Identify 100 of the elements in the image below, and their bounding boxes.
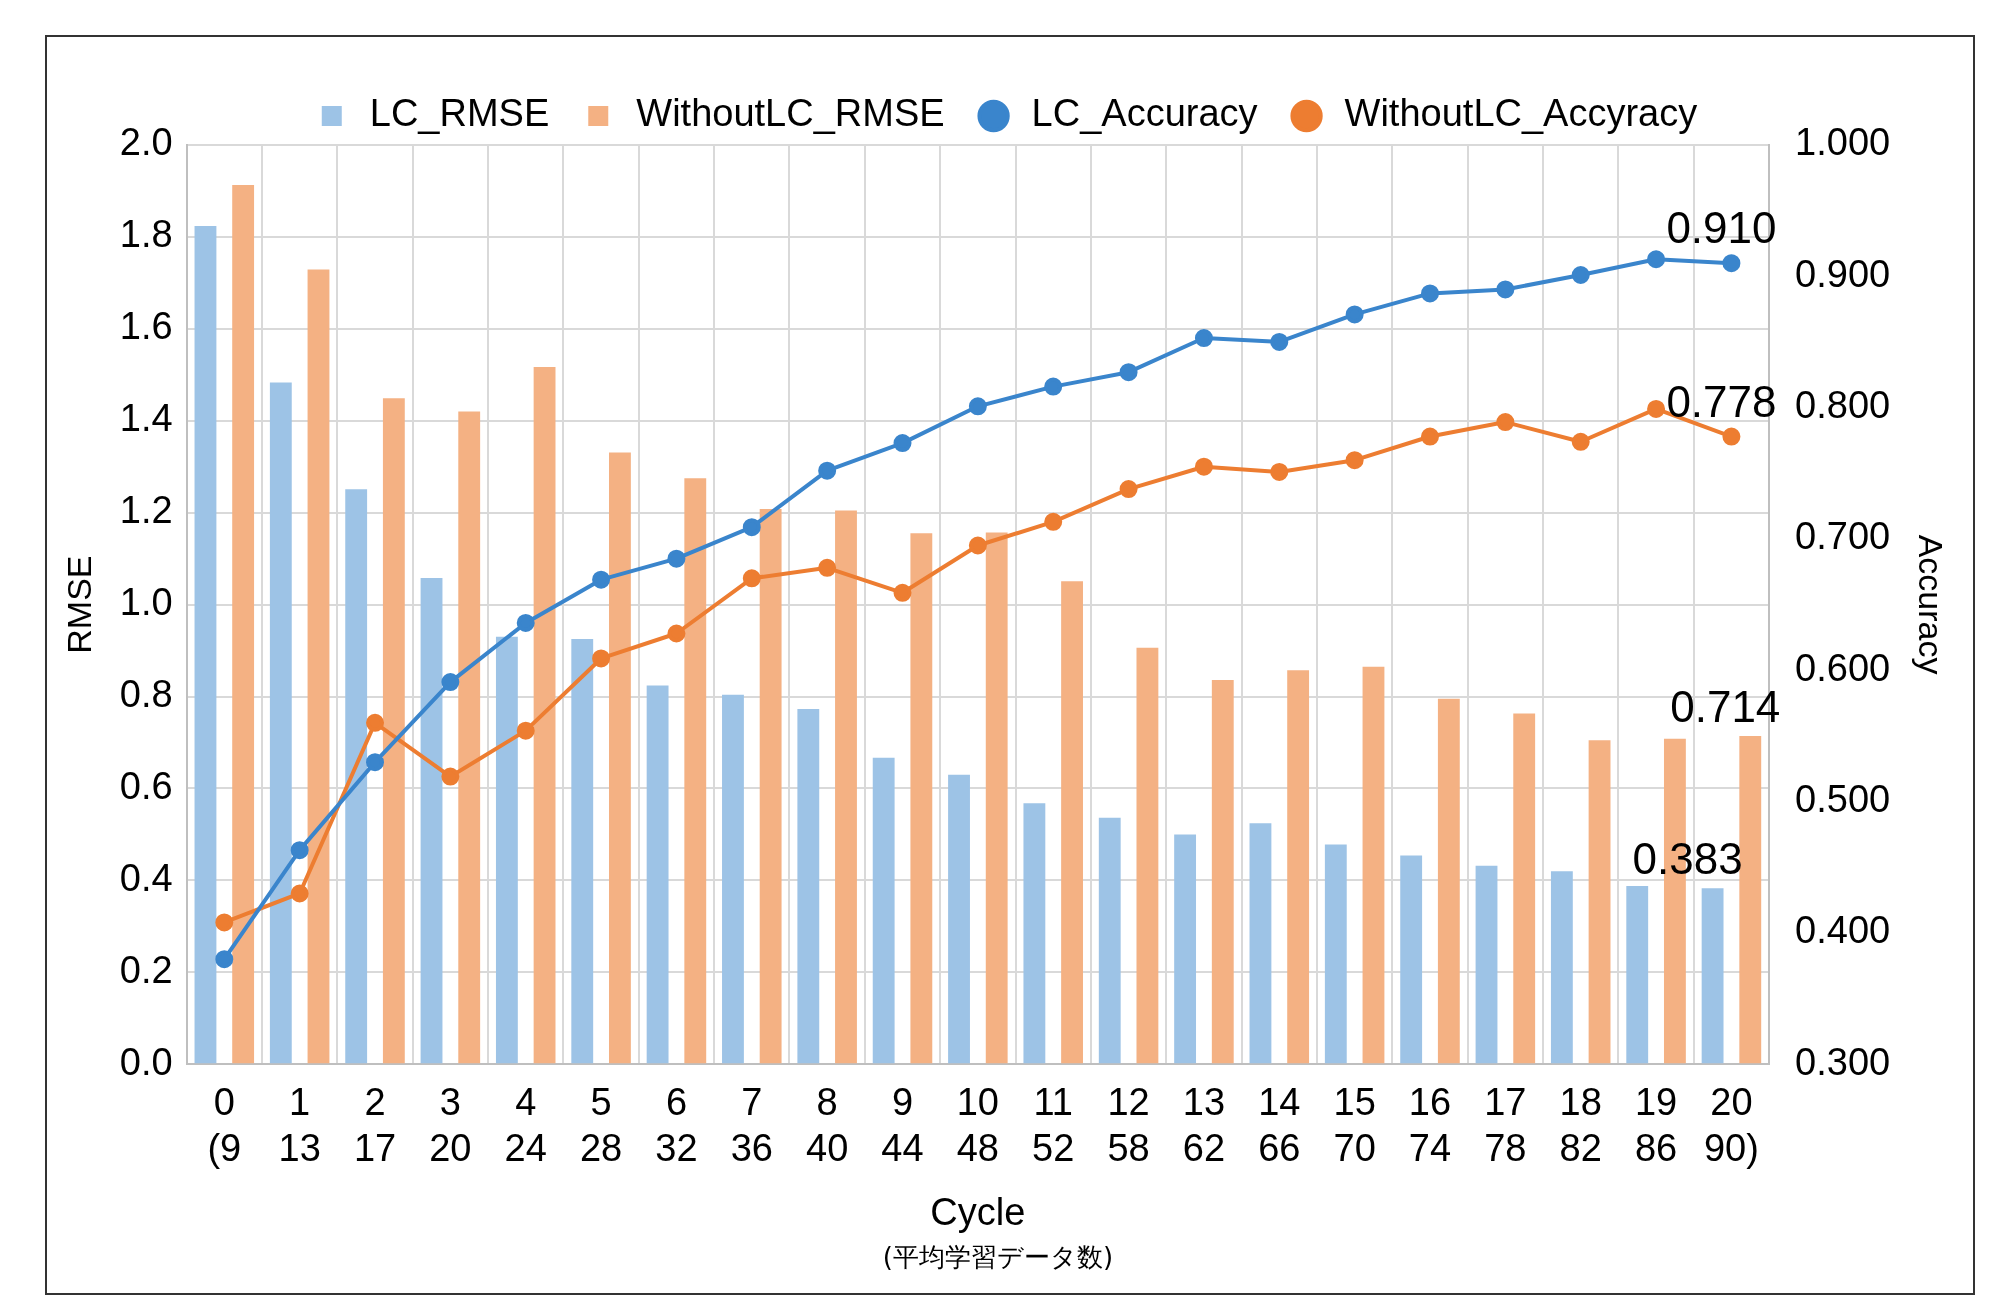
bar xyxy=(985,532,1008,1064)
bar xyxy=(1550,871,1573,1064)
y2-axis-title: Accuracy xyxy=(1912,534,1951,675)
bar xyxy=(420,577,443,1064)
bar xyxy=(1626,885,1649,1064)
y-tick-label: 2.0 xyxy=(119,121,173,164)
y-tick-label: 0.6 xyxy=(119,764,173,807)
bar xyxy=(1362,666,1385,1064)
bar xyxy=(1023,803,1046,1064)
y-tick-label: 0.2 xyxy=(119,948,173,991)
y-tick-label: 1.4 xyxy=(119,397,173,440)
bar xyxy=(571,639,594,1064)
y2-tick-label: 0.500 xyxy=(1795,778,1891,821)
x-tick-label: 13 62 xyxy=(1182,1081,1226,1170)
bar xyxy=(948,774,970,1064)
bar xyxy=(1739,736,1762,1064)
y2-tick-label: 0.900 xyxy=(1795,252,1891,295)
x-tick-label: 5 28 xyxy=(579,1081,623,1170)
point xyxy=(1194,457,1213,476)
bar xyxy=(910,533,933,1064)
x-tick-label: 7 36 xyxy=(730,1081,773,1170)
x-tick-label: 6 32 xyxy=(655,1081,698,1170)
x-tick-label: 8 40 xyxy=(806,1081,849,1170)
point xyxy=(1345,305,1364,324)
point xyxy=(893,434,912,453)
point xyxy=(1044,512,1063,531)
y2-tick-label: 0.800 xyxy=(1795,384,1891,427)
point xyxy=(1044,377,1063,396)
bar xyxy=(1211,679,1234,1064)
point xyxy=(742,518,761,537)
point xyxy=(742,569,761,588)
point xyxy=(1496,280,1515,299)
x-tick-label: 9 44 xyxy=(881,1081,924,1170)
x-tick-label: 15 70 xyxy=(1333,1081,1376,1170)
x-tick-label: 20 90) xyxy=(1703,1081,1759,1170)
bar xyxy=(382,398,405,1064)
point xyxy=(1421,427,1439,446)
point xyxy=(1119,480,1138,499)
bar xyxy=(797,708,820,1064)
point xyxy=(1345,451,1364,470)
bar xyxy=(1588,740,1611,1064)
point xyxy=(1119,363,1138,382)
bar xyxy=(1513,713,1536,1064)
y-tick-label: 0.4 xyxy=(119,856,173,899)
bar xyxy=(1437,698,1460,1064)
bar xyxy=(1475,865,1498,1064)
legend-label: LC_RMSE xyxy=(369,92,550,135)
bar xyxy=(194,225,217,1064)
bar xyxy=(307,269,330,1064)
x-tick-label: 1 13 xyxy=(278,1081,321,1170)
x-tick-label: 0 (9 xyxy=(207,1081,242,1170)
x-tick-label: 3 20 xyxy=(429,1081,472,1170)
x-tick-label: 10 48 xyxy=(956,1081,1000,1170)
y-axis-title: RMSE xyxy=(59,555,98,654)
point xyxy=(818,558,837,577)
legend-label: WithoutLC_Accyracy xyxy=(1344,92,1698,135)
y-tick-label: 1.8 xyxy=(119,213,173,256)
bar xyxy=(1174,834,1197,1064)
point xyxy=(516,721,535,740)
text: (平均学習データ数) xyxy=(881,1241,1115,1274)
bar xyxy=(684,478,707,1064)
bar xyxy=(835,510,857,1064)
x-tick-label: 4 24 xyxy=(504,1081,547,1170)
point xyxy=(1270,332,1289,351)
point xyxy=(1647,399,1666,418)
x-tick-label: 11 52 xyxy=(1032,1081,1075,1170)
point xyxy=(818,461,837,480)
legend-label: LC_Accuracy xyxy=(1031,92,1258,135)
bar xyxy=(1136,647,1159,1064)
point xyxy=(1270,462,1289,481)
x-tick-label: 12 58 xyxy=(1107,1081,1150,1170)
point xyxy=(968,397,987,416)
bar xyxy=(872,757,895,1064)
y2-tick-label: 0.300 xyxy=(1795,1040,1891,1083)
bar xyxy=(646,685,669,1064)
bar xyxy=(269,382,292,1064)
point xyxy=(1647,250,1666,269)
point xyxy=(290,884,309,903)
y-tick-label: 1.0 xyxy=(119,581,173,624)
point xyxy=(893,583,912,602)
x-axis-title: Cycle xyxy=(930,1190,1026,1233)
bar xyxy=(609,452,631,1064)
x-tick-label: 2 17 xyxy=(353,1081,397,1170)
point xyxy=(592,570,611,589)
bar xyxy=(533,366,556,1064)
point xyxy=(1722,254,1741,273)
point xyxy=(1571,432,1590,451)
x-tick-label: 19 86 xyxy=(1634,1081,1678,1170)
y-tick-label: 0.0 xyxy=(119,1040,173,1083)
x-tick-label: 14 66 xyxy=(1258,1081,1301,1170)
y2-tick-label: 0.600 xyxy=(1795,646,1891,689)
point xyxy=(1571,266,1590,284)
point xyxy=(366,753,385,772)
point xyxy=(1194,329,1213,348)
point xyxy=(290,841,309,860)
point xyxy=(1496,413,1515,432)
bar xyxy=(1400,855,1423,1064)
y-tick-label: 1.2 xyxy=(119,489,173,532)
point xyxy=(667,624,686,643)
point xyxy=(516,613,535,632)
